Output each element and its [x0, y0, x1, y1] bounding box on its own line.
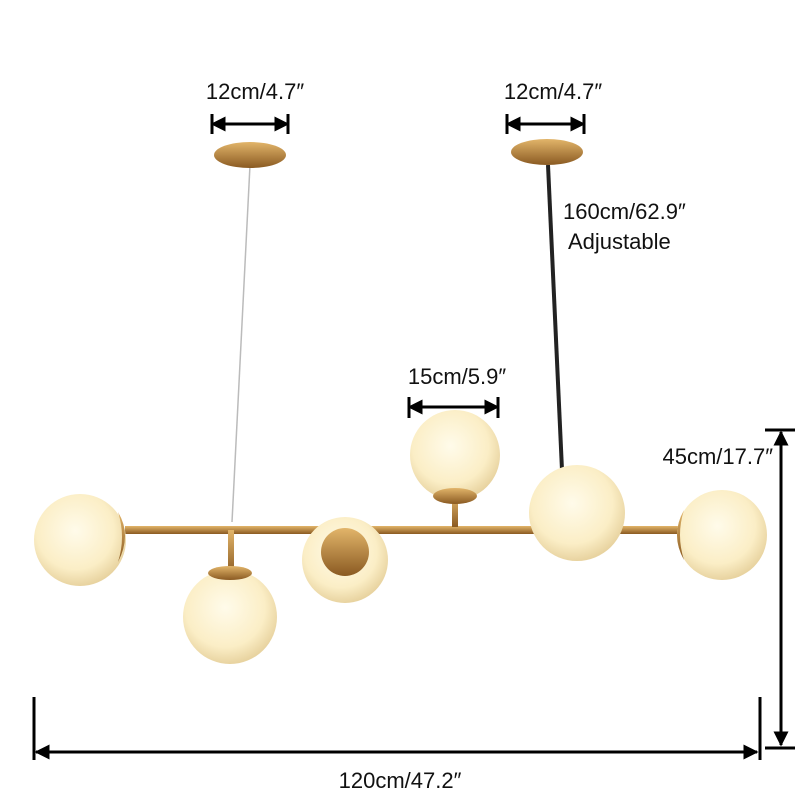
canopy — [214, 142, 286, 168]
cable-thin — [231, 164, 251, 523]
dimension-label: 15cm/5.9″ — [408, 364, 506, 389]
holder — [208, 566, 252, 580]
holder — [677, 510, 684, 560]
canopy — [511, 139, 583, 165]
cable-dark — [546, 164, 564, 471]
globe — [34, 494, 126, 586]
dimension-label: 12cm/4.7″ — [206, 79, 304, 104]
bar — [125, 526, 685, 534]
dimension-label: 12cm/4.7″ — [504, 79, 602, 104]
dimension-label: 160cm/62.9″ — [563, 199, 686, 224]
globe — [529, 465, 625, 561]
lamp — [34, 139, 767, 664]
dimensions: 12cm/4.7″ 12cm/4.7″ 160cm/62.9″ Adjustab… — [32, 79, 795, 793]
holder — [118, 512, 125, 562]
holder — [433, 488, 477, 504]
dimension-note: Adjustable — [568, 229, 671, 254]
stem — [228, 530, 234, 575]
dimension-label: 45cm/17.7″ — [662, 444, 773, 469]
dimension-label: 120cm/47.2″ — [339, 768, 462, 793]
holder — [321, 528, 369, 576]
stem — [452, 495, 458, 527]
globe — [677, 490, 767, 580]
globe — [183, 570, 277, 664]
globe — [410, 410, 500, 500]
